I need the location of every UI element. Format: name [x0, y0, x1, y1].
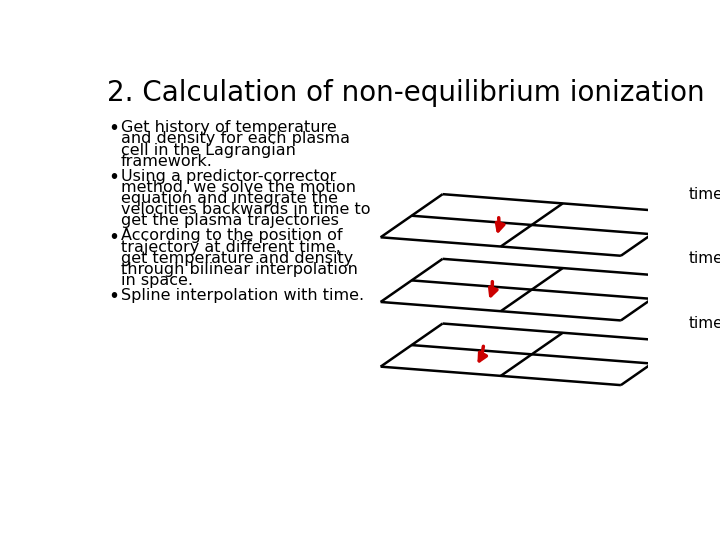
Text: and density for each plasma: and density for each plasma — [121, 131, 350, 146]
Text: in space.: in space. — [121, 273, 193, 288]
Text: 2. Calculation of non-equilibrium ionization: 2. Calculation of non-equilibrium ioniza… — [107, 79, 705, 107]
Text: •: • — [109, 168, 120, 187]
Text: time1: time1 — [689, 251, 720, 266]
Text: through bilinear interpolation: through bilinear interpolation — [121, 262, 358, 277]
Text: equation and integrate the: equation and integrate the — [121, 191, 338, 206]
Text: time2: time2 — [689, 316, 720, 331]
Text: Spline interpolation with time.: Spline interpolation with time. — [121, 288, 364, 303]
Text: Using a predictor-corrector: Using a predictor-corrector — [121, 168, 336, 184]
Text: get temperature and density: get temperature and density — [121, 251, 354, 266]
Text: get the plasma trajectories: get the plasma trajectories — [121, 213, 339, 228]
Text: •: • — [109, 119, 120, 138]
Text: According to the position of: According to the position of — [121, 228, 343, 244]
Text: •: • — [109, 228, 120, 247]
Text: •: • — [109, 287, 120, 306]
Text: time0: time0 — [689, 187, 720, 201]
Text: Get history of temperature: Get history of temperature — [121, 120, 337, 135]
Text: cell in the Lagrangian: cell in the Lagrangian — [121, 143, 296, 158]
Text: trajectory at different time,: trajectory at different time, — [121, 240, 341, 254]
Text: velocities backwards in time to: velocities backwards in time to — [121, 202, 371, 217]
Text: framework.: framework. — [121, 154, 213, 168]
Text: method, we solve the motion: method, we solve the motion — [121, 180, 356, 195]
